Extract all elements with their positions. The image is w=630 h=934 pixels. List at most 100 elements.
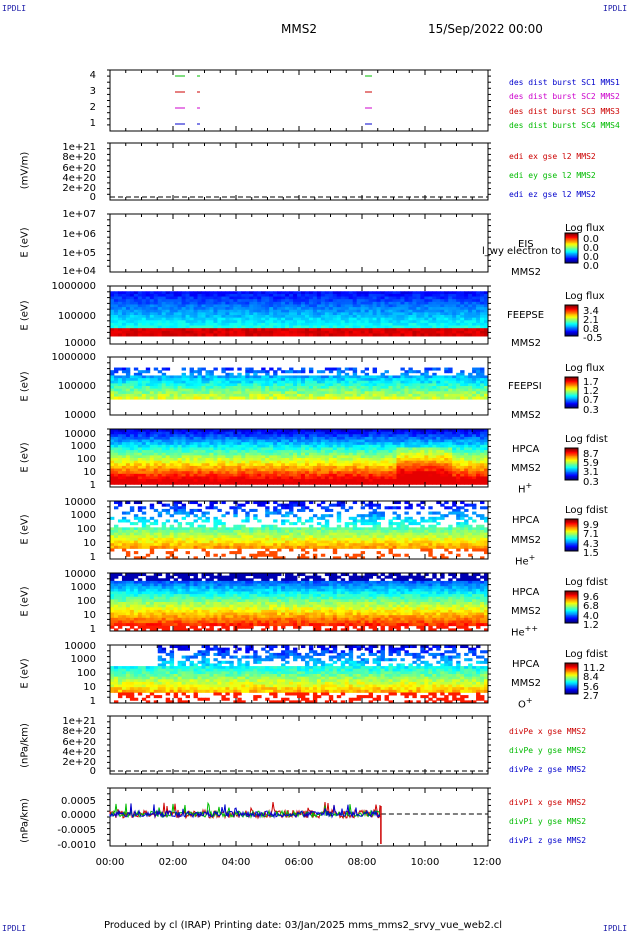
feepse-cell [281,330,286,334]
hpca-h-cell [205,447,210,451]
feepse-cell [281,299,286,303]
hpca-h-cell [281,481,286,485]
feepsi-cell [285,370,290,374]
feepse-cell [416,333,421,337]
hpca-h-cell [293,442,298,446]
hpca-h-cell [289,444,294,448]
hpca-h-cell [189,444,194,448]
feepsi-cell [157,388,163,392]
feepsi-cell [432,380,437,384]
hpca-h-cell [456,439,461,443]
hpca-h-cell [233,444,238,448]
feepsi-cell [205,393,210,397]
hpca-h-cell [265,458,270,462]
hpca-h-cell [344,439,350,443]
feepse-cell [384,322,389,326]
feepse-cell [356,317,362,321]
feepse-cell [205,325,210,329]
hpca-h-cell [229,447,234,451]
hpca-h-cell [308,465,314,469]
hpca-he-cell [117,519,123,523]
feepse-cell [308,309,314,313]
feepse-cell [273,325,278,329]
hpca-h-cell [281,473,286,477]
feepse-cell [460,307,465,311]
feepsi-cell [193,391,198,395]
feepsi-cell [368,375,374,379]
feepse-cell [316,330,322,334]
feepse-cell [257,315,262,319]
hpca-h-cell [221,434,226,438]
hpca-h-cell [197,463,202,467]
hpca-he-cell [233,506,238,510]
hpca-h-cell [229,463,234,467]
hpca-h-cell [245,429,250,433]
feepse-cell [360,315,366,319]
feepse-cell [328,296,334,300]
feepse-cell [484,304,489,308]
hpca-h-cell [269,455,274,459]
hpca-h-cell [157,473,163,477]
hpca-h-cell [332,429,338,433]
hpca-h-cell [448,476,453,480]
hpca-h-cell [380,476,385,480]
feepse-cell [440,325,445,329]
feepse-cell [420,317,425,321]
hpca-he-cell [193,537,198,541]
hpca-he-cell [213,519,218,523]
hpca-h-cell [285,447,290,451]
hpca-h-cell [221,460,226,464]
feepsi-cell [476,391,481,395]
feepsi-cell [356,378,362,382]
feepse-cell [372,325,377,329]
feepse-cell [145,325,151,329]
feepse-cell [472,333,477,337]
feepsi-cell [193,386,198,390]
hpca-he-cell [213,535,218,539]
feepsi-cell [209,370,214,374]
feepse-cell [221,322,226,326]
hpca-h-cell [352,465,358,469]
hpca-he-cell [125,543,131,547]
hpca-he-cell [165,511,171,515]
feepse-cell [368,293,374,297]
hpca-h-cell [412,442,417,446]
feepse-cell [297,333,302,337]
feepsi-cell [392,378,397,382]
feepse-cell [277,293,282,297]
feepsi-cell [336,388,342,392]
feepse-cell [269,307,274,311]
feepsi-cell [297,393,302,397]
feepsi-cell [380,378,385,382]
feepse-cell [368,304,374,308]
hpca-h-cell [197,460,202,464]
hpca-h-cell [189,481,194,485]
hpca-he-cell [121,543,127,547]
hpca-he-cell [137,516,143,520]
hpca-h-cell [336,429,342,433]
feepsi-cell [269,367,274,371]
feepsi-cell [281,386,286,390]
hpca-h-cell [193,465,198,469]
feepse-cell [484,328,489,332]
hpca-h-cell [440,429,445,433]
feepse-cell [209,299,214,303]
hpca-h-cell [480,479,485,483]
feepse-cell [480,291,485,295]
feepse-cell [173,317,179,321]
hpca-h-cell [121,447,127,451]
hpca-h-cell [193,452,198,456]
hpca-h-cell [213,476,218,480]
hpca-h-cell [229,471,234,475]
hpca-h-cell [456,447,461,451]
feepse-cell [265,301,270,305]
feepsi-cell [209,388,214,392]
hpca-h-cell [285,471,290,475]
hpca-h-cell [269,434,274,438]
feepse-cell [153,309,159,313]
feepse-cell [145,312,151,316]
feepse-cell [416,315,421,319]
hpca-he-cell [201,527,206,531]
hpca-h-cell [201,458,206,462]
feepsi-cell [392,388,397,392]
